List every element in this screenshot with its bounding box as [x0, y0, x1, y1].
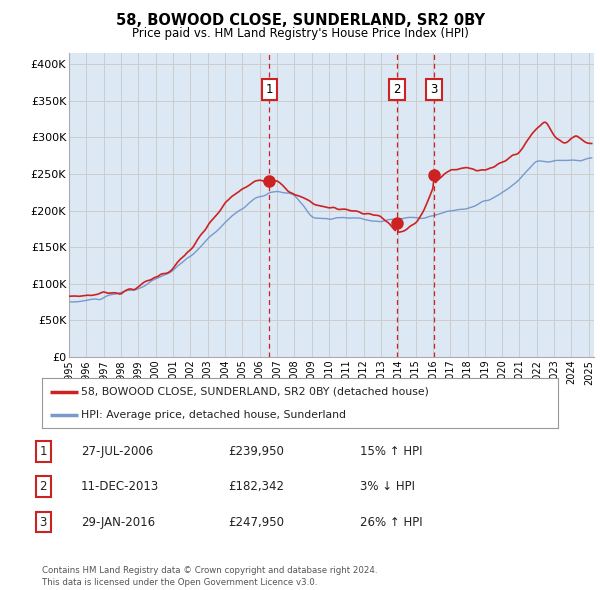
Text: HPI: Average price, detached house, Sunderland: HPI: Average price, detached house, Sund…: [80, 410, 346, 420]
Text: 26% ↑ HPI: 26% ↑ HPI: [360, 516, 422, 529]
Text: 3: 3: [431, 83, 438, 96]
Text: 3% ↓ HPI: 3% ↓ HPI: [360, 480, 415, 493]
Text: 58, BOWOOD CLOSE, SUNDERLAND, SR2 0BY: 58, BOWOOD CLOSE, SUNDERLAND, SR2 0BY: [115, 13, 485, 28]
Text: £247,950: £247,950: [228, 516, 284, 529]
Text: 58, BOWOOD CLOSE, SUNDERLAND, SR2 0BY (detached house): 58, BOWOOD CLOSE, SUNDERLAND, SR2 0BY (d…: [80, 386, 428, 396]
Text: 1: 1: [40, 445, 47, 458]
Text: 1: 1: [266, 83, 273, 96]
Text: 3: 3: [40, 516, 47, 529]
Text: Price paid vs. HM Land Registry's House Price Index (HPI): Price paid vs. HM Land Registry's House …: [131, 27, 469, 40]
Text: 27-JUL-2006: 27-JUL-2006: [81, 445, 153, 458]
Text: £182,342: £182,342: [228, 480, 284, 493]
Text: Contains HM Land Registry data © Crown copyright and database right 2024.
This d: Contains HM Land Registry data © Crown c…: [42, 566, 377, 587]
Text: 2: 2: [394, 83, 401, 96]
Text: 2: 2: [40, 480, 47, 493]
Text: 29-JAN-2016: 29-JAN-2016: [81, 516, 155, 529]
Text: £239,950: £239,950: [228, 445, 284, 458]
Text: 15% ↑ HPI: 15% ↑ HPI: [360, 445, 422, 458]
Text: 11-DEC-2013: 11-DEC-2013: [81, 480, 159, 493]
